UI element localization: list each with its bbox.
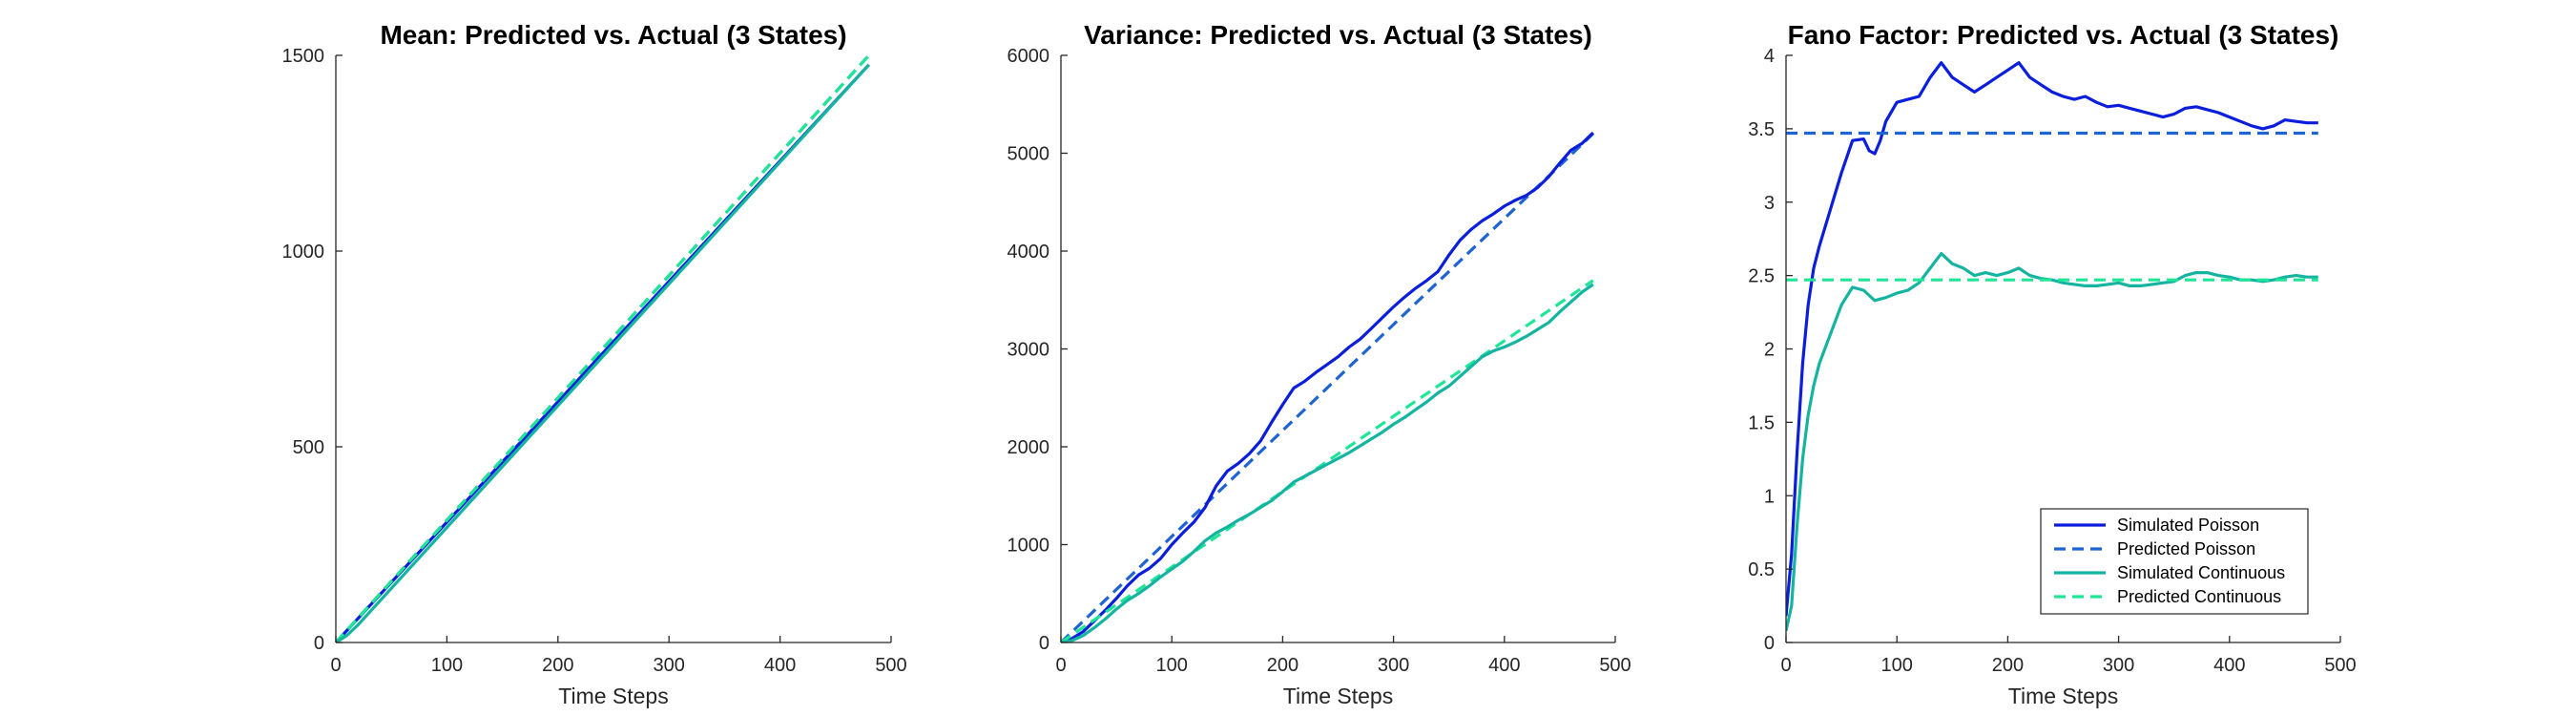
mean-simulated-continuous-line: [336, 63, 870, 642]
legend-label-predicted-continuous: Predicted Continuous: [2117, 587, 2281, 606]
variance-y-tick-label: 5000: [1008, 144, 1050, 165]
fano-factor-x-tick-label: 200: [1992, 655, 2024, 676]
fano-factor-y-tick-label: 3.5: [1748, 119, 1775, 140]
fano-factor-legend: Simulated Poisson Predicted Poisson Simula…: [2040, 508, 2309, 615]
variance-simulated-poisson-line: [1061, 131, 1594, 642]
variance-x-tick-label: 300: [1378, 655, 1409, 676]
fano-factor-y-tick-label: 4: [1764, 46, 1775, 67]
fano-factor-x-tick-label: 100: [1881, 655, 1913, 676]
fano-factor-y-tick-label: 3: [1764, 193, 1775, 214]
mean-y-tick-label: 500: [293, 437, 324, 458]
variance-x-tick-label: 0: [1055, 655, 1066, 676]
variance-y-tick-label: 6000: [1008, 46, 1050, 67]
variance-x-tick-label: 100: [1156, 655, 1188, 676]
legend-label-predicted-poisson: Predicted Poisson: [2117, 539, 2255, 558]
legend-label-simulated-continuous: Simulated Continuous: [2117, 563, 2285, 582]
fano-factor-x-tick-label: 500: [2324, 655, 2356, 676]
fano-factor-x-tick-label: 300: [2103, 655, 2134, 676]
variance-predicted-poisson-line: [1061, 132, 1594, 642]
fano-factor-y-tick-label: 1.5: [1748, 412, 1775, 433]
fano-factor-x-tick-label: 0: [1780, 655, 1791, 676]
fano-factor-x-axis-label: Time Steps: [2008, 684, 2118, 708]
fano-factor-simulated-poisson-line: [1786, 61, 2318, 617]
fano-factor-x-tick-label: 400: [2213, 655, 2245, 676]
variance-series-group: [1061, 131, 1594, 642]
mean-title: Mean: Predicted vs. Actual (3 States): [380, 20, 846, 50]
mean-x-tick-label: 400: [764, 655, 796, 676]
variance-x-tick-label: 200: [1267, 655, 1298, 676]
fano-factor-y-tick-label: 0: [1764, 633, 1775, 654]
mean-y-tick-label: 1000: [282, 242, 325, 263]
fano-factor-simulated-continuous-line: [1786, 252, 2318, 632]
mean-x-tick-label: 0: [330, 655, 341, 676]
mean-y-tick-label: 0: [314, 633, 324, 654]
fano-factor-panel: 0 100 200 300 400 500 0 0.5 1 1.5 2 2.5 3 3.5 4 Fano Fa…: [1748, 20, 2357, 708]
variance-simulated-continuous-line: [1061, 283, 1594, 642]
mean-series-group: [336, 53, 870, 642]
variance-panel: 0 100 200 300 400 500010002000300040005000600…: [1008, 20, 1631, 708]
variance-x-axis-label: Time Steps: [1283, 684, 1393, 708]
variance-y-tick-label: 0: [1039, 633, 1049, 654]
fano-factor-title: Fano Factor: Predicted vs. Actual (3 Sta…: [1788, 20, 2339, 50]
variance-y-tick-label: 4000: [1008, 242, 1050, 263]
variance-y-tick-label: 2000: [1008, 437, 1050, 458]
variance-x-tick-label: 500: [1599, 655, 1631, 676]
variance-y-tick-label: 1000: [1008, 536, 1050, 557]
mean-x-tick-label: 100: [431, 655, 463, 676]
variance-y-tick-label: 3000: [1008, 340, 1050, 361]
legend-label-simulated-poisson: Simulated Poisson: [2117, 516, 2259, 535]
fano-factor-y-tick-label: 2: [1764, 340, 1775, 361]
fano-factor-series-group: [1786, 61, 2318, 632]
fano-factor-y-tick-label: 1: [1764, 486, 1775, 507]
variance-title: Variance: Predicted vs. Actual (3 States…: [1084, 20, 1592, 50]
mean-x-axis-label: Time Steps: [558, 684, 668, 708]
mean-y-tick-label: 1500: [282, 46, 325, 67]
variance-predicted-continuous-line: [1061, 279, 1594, 642]
mean-predicted-continuous-line: [336, 53, 870, 642]
mean-panel: 0 100 200 300 400 500 0 500 1000 1500 Mean: Predic…: [282, 20, 907, 708]
fano-factor-y-tick-label: 2.5: [1748, 266, 1775, 287]
fano-factor-y-tick-label: 0.5: [1748, 559, 1775, 580]
mean-x-tick-label: 500: [875, 655, 906, 676]
variance-x-tick-label: 400: [1488, 655, 1520, 676]
mean-x-tick-label: 200: [542, 655, 573, 676]
mean-x-tick-label: 300: [654, 655, 685, 676]
